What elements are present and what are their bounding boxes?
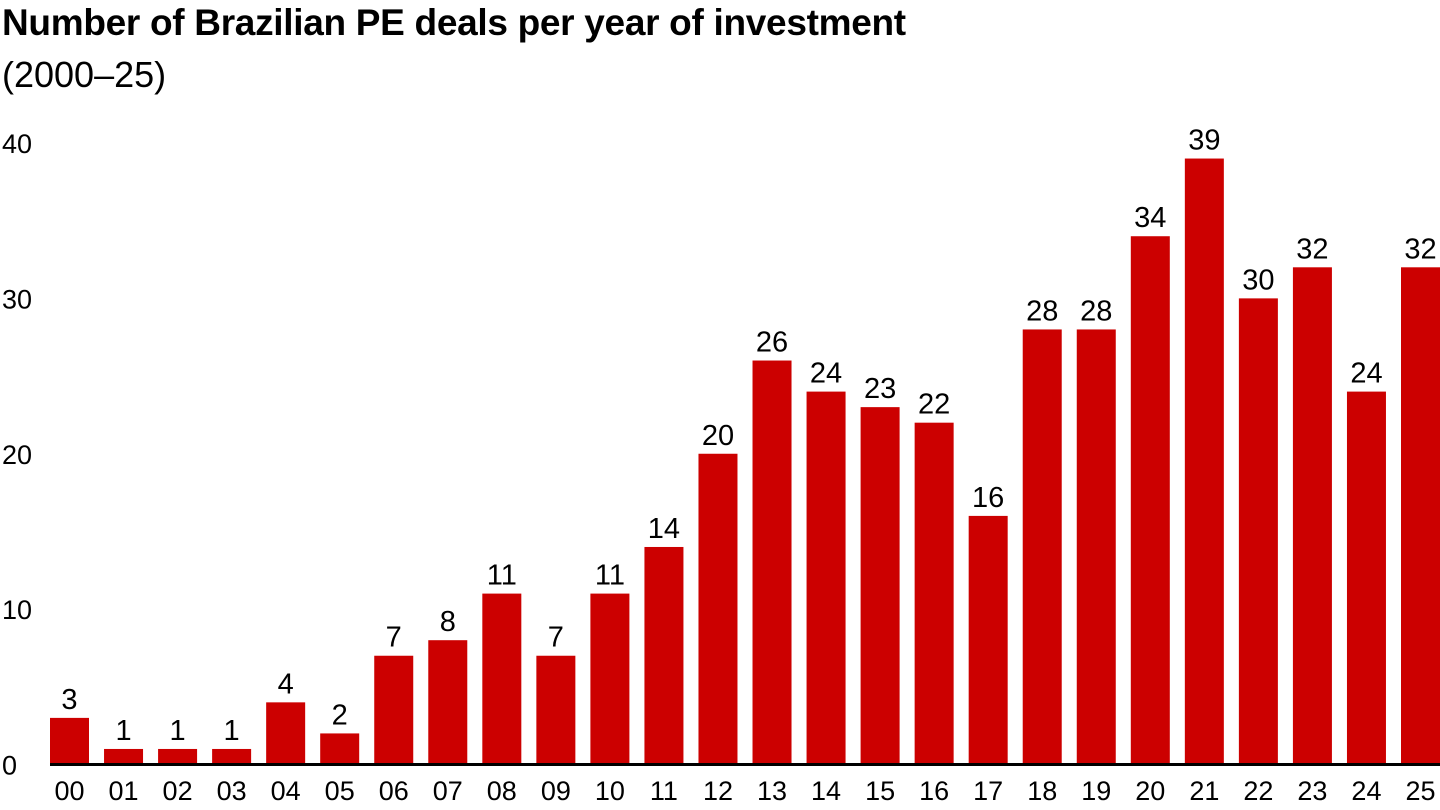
data-label: 11 [595, 560, 625, 592]
bar [1401, 267, 1440, 765]
x-tick-label: 09 [541, 776, 571, 806]
bar [374, 655, 414, 765]
x-tick-label: 01 [109, 776, 139, 806]
data-label: 24 [1350, 358, 1382, 390]
y-tick-label: 0 [2, 751, 17, 781]
data-label: 30 [1242, 264, 1274, 296]
bar [104, 748, 144, 765]
x-tick-label: 16 [919, 776, 949, 806]
x-tick-label: 19 [1081, 776, 1111, 806]
data-label: 32 [1404, 233, 1436, 265]
data-label: 22 [918, 389, 950, 421]
bar [320, 733, 360, 765]
x-tick-label: 23 [1297, 776, 1327, 806]
bar [1076, 329, 1116, 765]
data-label: 1 [170, 715, 186, 747]
chart-subtitle: (2000–25) [2, 54, 167, 95]
bar [1022, 329, 1062, 765]
data-label: 14 [648, 513, 680, 545]
x-tick-label: 24 [1351, 776, 1381, 806]
y-tick-label: 10 [2, 595, 32, 625]
data-label: 16 [972, 482, 1004, 514]
x-tick-label: 03 [217, 776, 247, 806]
bar [698, 453, 738, 765]
bar [158, 748, 198, 765]
bar [482, 593, 522, 765]
x-tick-label: 10 [595, 776, 625, 806]
x-tick-label: 11 [650, 776, 678, 806]
data-label: 39 [1188, 125, 1220, 157]
y-tick-label: 40 [2, 129, 32, 159]
data-label: 23 [864, 373, 896, 405]
y-tick-label: 30 [2, 284, 32, 314]
data-label: 24 [810, 358, 842, 390]
data-label: 34 [1134, 202, 1166, 234]
x-tick-label: 13 [757, 776, 787, 806]
x-tick-label: 08 [487, 776, 517, 806]
data-label: 3 [61, 684, 77, 716]
data-label: 11 [487, 560, 517, 592]
x-tick-label: 02 [163, 776, 193, 806]
data-label: 28 [1026, 295, 1058, 327]
bar [536, 655, 576, 765]
data-label: 32 [1296, 233, 1328, 265]
x-tick-label: 12 [703, 776, 733, 806]
x-tick-label: 15 [865, 776, 895, 806]
bar [1130, 236, 1170, 765]
bar [968, 515, 1008, 765]
data-label: 1 [224, 715, 240, 747]
data-label: 26 [756, 327, 788, 359]
chart-title: Number of Brazilian PE deals per year of… [2, 2, 906, 43]
bar [50, 717, 89, 765]
x-tick-label: 25 [1405, 776, 1435, 806]
data-label: 1 [115, 715, 131, 747]
data-label: 28 [1080, 295, 1112, 327]
bar [590, 593, 630, 765]
bar [1184, 158, 1224, 765]
x-tick-label: 04 [271, 776, 301, 806]
data-label: 8 [440, 606, 456, 638]
bar [644, 546, 684, 765]
x-tick-label: 07 [433, 776, 463, 806]
x-tick-label: 21 [1189, 776, 1219, 806]
bar [752, 360, 792, 765]
y-tick-label: 20 [2, 440, 32, 470]
bar [428, 640, 468, 765]
x-tick-label: 22 [1243, 776, 1273, 806]
x-tick-label: 14 [811, 776, 841, 806]
data-label: 7 [386, 622, 402, 654]
bar [914, 422, 954, 765]
x-tick-label: 05 [325, 776, 355, 806]
x-tick-label: 06 [379, 776, 409, 806]
bar [266, 702, 306, 765]
bar [1292, 267, 1332, 765]
data-label: 4 [278, 668, 294, 700]
bar [1238, 298, 1278, 765]
bar [1346, 391, 1386, 765]
x-tick-label: 00 [54, 776, 84, 806]
bar [806, 391, 846, 765]
bar [212, 748, 252, 765]
bar [860, 407, 900, 765]
x-tick-label: 18 [1027, 776, 1057, 806]
data-label: 2 [332, 699, 348, 731]
data-label: 7 [548, 622, 564, 654]
data-label: 20 [702, 420, 734, 452]
x-tick-label: 17 [973, 776, 1003, 806]
x-tick-label: 20 [1135, 776, 1165, 806]
